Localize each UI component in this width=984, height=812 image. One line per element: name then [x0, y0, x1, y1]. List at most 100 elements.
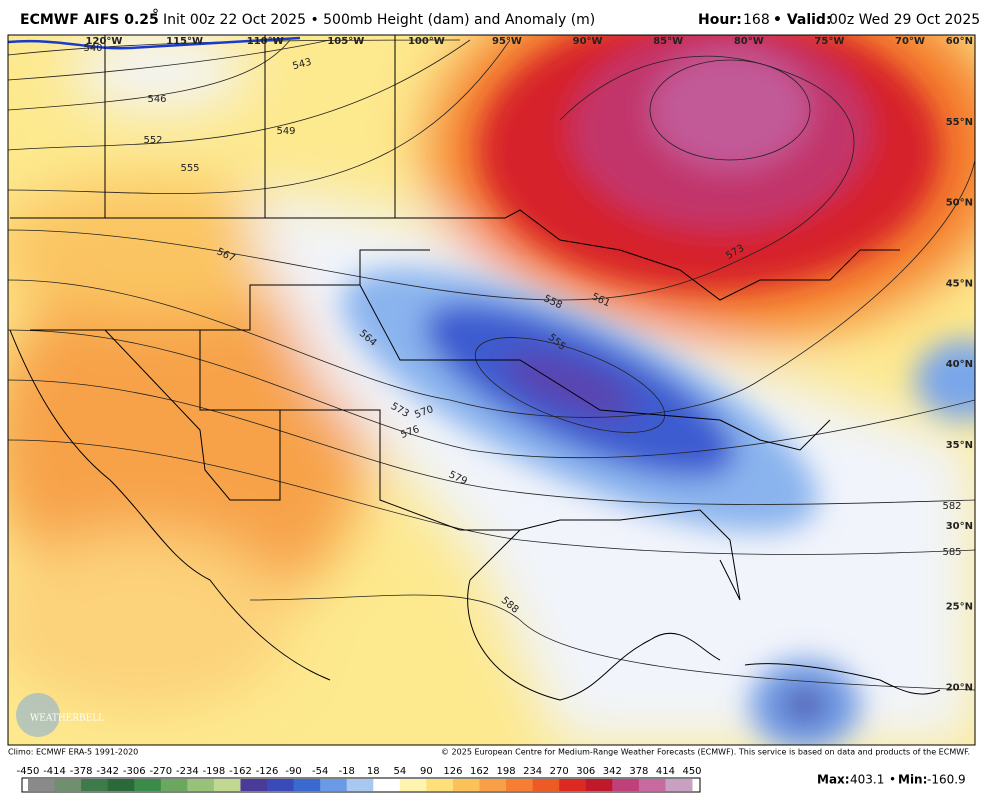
colorbar-label: 270	[550, 766, 569, 777]
contour-label: 546	[147, 94, 166, 105]
copyright: © 2025 European Centre for Medium-Range …	[441, 748, 970, 757]
contour-label: 585	[942, 547, 961, 558]
colorbar: -450 -414 -378 -342 -306 -270 -234 -198 -162 -126…	[17, 766, 702, 793]
colorbar-label: -378	[70, 766, 93, 777]
colorbar-label: -270	[149, 766, 172, 777]
colorbar-label: -450	[17, 766, 40, 777]
contour-label: 555	[180, 163, 199, 174]
colorbar-label: -414	[43, 766, 66, 777]
540-contour	[8, 36, 301, 50]
colorbar-swatch	[28, 779, 56, 791]
colorbar-label: 306	[576, 766, 595, 777]
colorbar-label: 18	[367, 766, 380, 777]
latitude-label: 25°N	[946, 602, 973, 613]
latitude-label: 50°N	[946, 198, 973, 209]
hour: 168	[743, 12, 770, 28]
longitude-label: 110°W	[247, 36, 284, 47]
longitude-labels: 120°W 115°W 110°W 105°W 100°W 95°W 90°W 85°W 80°…	[86, 36, 925, 47]
contour-label: 582	[942, 501, 961, 512]
colorbar-swatch	[399, 779, 427, 791]
colorbar-label: 90	[420, 766, 433, 777]
colorbar-label: 450	[682, 766, 701, 777]
min-value: -160.9	[927, 773, 966, 787]
longitude-label: 70°W	[895, 36, 925, 47]
separator: •	[889, 773, 896, 787]
colorbar-label: 198	[497, 766, 516, 777]
political-borders	[9, 35, 941, 701]
colorbar-swatch	[240, 779, 268, 791]
max-value: 403.1	[850, 773, 884, 787]
colorbar-swatch	[638, 779, 666, 791]
colorbar-label: -126	[256, 766, 279, 777]
longitude-label: 100°W	[408, 36, 445, 47]
colorbar-label: -162	[229, 766, 252, 777]
contour-label: 552	[143, 135, 162, 146]
colorbar-label: 378	[629, 766, 648, 777]
colorbar-label: -234	[176, 766, 199, 777]
colorbar-swatch	[452, 779, 481, 791]
hour-label: Hour:	[698, 12, 742, 28]
colorbar-swatch	[267, 779, 295, 791]
colorbar-label: 126	[443, 766, 462, 777]
colorbar-label: -342	[96, 766, 119, 777]
longitude-label: 85°W	[653, 36, 683, 47]
longitude-label: 105°W	[327, 36, 364, 47]
latitude-label: 40°N	[946, 359, 973, 370]
longitude-label: 95°W	[492, 36, 522, 47]
max-label: Max:	[817, 773, 850, 787]
footer: Climo: ECMWF ERA-5 1991-2020 © 2025 Euro…	[8, 748, 970, 787]
valid-label: • Valid:	[773, 12, 832, 28]
longitude-label: 75°W	[814, 36, 844, 47]
colorbar-swatch	[81, 779, 109, 791]
longitude-label: 115°W	[166, 36, 203, 47]
title: ECMWF AIFS 0.25	[20, 12, 159, 28]
colorbar-label: 234	[523, 766, 542, 777]
colorbar-label: 162	[470, 766, 489, 777]
colorbar-swatch	[213, 779, 241, 791]
colorbar-label: -198	[203, 766, 226, 777]
climo-note: Climo: ECMWF ERA-5 1991-2020	[8, 748, 138, 757]
colorbar-label: 342	[603, 766, 622, 777]
colorbar-label: -90	[285, 766, 301, 777]
colorbar-label: 414	[656, 766, 675, 777]
contour-label: 540	[83, 43, 102, 54]
colorbar-swatch	[373, 779, 401, 791]
colorbar-label: -18	[339, 766, 355, 777]
colorbar-swatch	[612, 779, 640, 791]
longitude-label: 90°W	[573, 36, 603, 47]
colorbar-swatch	[320, 779, 348, 791]
colorbar-swatch	[134, 779, 162, 791]
contour-label: 543	[291, 57, 312, 73]
colorbar-swatch	[559, 779, 587, 791]
colorbar-swatch	[187, 779, 215, 791]
anomaly-cores	[341, 35, 975, 745]
map-frame	[7, 34, 976, 746]
latitude-label: 35°N	[946, 440, 973, 451]
colorbar-label: -54	[312, 766, 328, 777]
header: ECMWF AIFS 0.25 ° Init 00z 22 Oct 2025 •…	[20, 7, 980, 28]
colorbar-swatch	[506, 779, 534, 791]
colorbar-swatch	[532, 779, 560, 791]
colorbar-swatch	[665, 779, 693, 791]
latitude-label: 45°N	[946, 278, 973, 289]
latitude-label: 55°N	[946, 117, 973, 128]
colorbar-swatch	[346, 779, 374, 791]
colorbar-swatch	[293, 779, 321, 791]
latitude-labels: 60°N 55°N 50°N 45°N 40°N 35°N 30°N 25°N 20°N	[946, 36, 973, 693]
latitude-label: 20°N	[946, 682, 973, 693]
colorbar-swatch	[160, 779, 188, 791]
colorbar-swatch	[585, 779, 613, 791]
valid-time: 00z Wed 29 Oct 2025	[829, 12, 980, 28]
longitude-label: 120°W	[86, 36, 123, 47]
latitude-label: 60°N	[946, 36, 973, 47]
latitude-label: 30°N	[946, 521, 973, 532]
colorbar-swatch	[54, 779, 82, 791]
colorbar-label: 54	[393, 766, 406, 777]
min-label: Min:	[898, 773, 927, 787]
subtitle: Init 00z 22 Oct 2025 • 500mb Height (dam…	[163, 12, 595, 28]
colorbar-swatch	[479, 779, 507, 791]
colorbar-swatch	[107, 779, 135, 791]
title-degree: °	[152, 7, 159, 23]
longitude-label: 80°W	[734, 36, 764, 47]
